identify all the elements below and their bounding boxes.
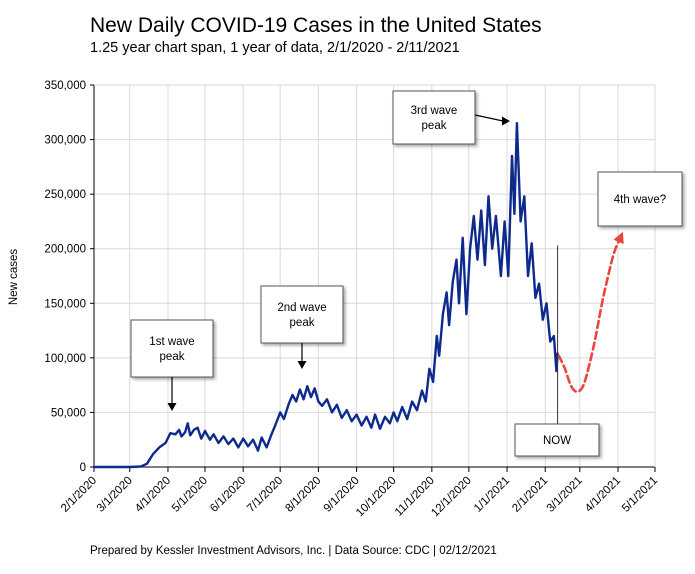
series-lines: [92, 122, 624, 469]
annotation-arrowhead: [502, 116, 510, 126]
annotation-label: 4th wave?: [614, 194, 666, 206]
x-tick-label: 2/1/2020: [59, 475, 99, 515]
projection-line: [557, 233, 623, 394]
annotation-box: [130, 319, 214, 378]
x-tick-label: 8/1/2020: [283, 475, 323, 515]
annotation-label: NOW: [543, 435, 571, 447]
y-tick-label: 200,000: [44, 244, 86, 256]
annotation-label: 3rd wave: [411, 105, 458, 117]
x-tick-label: 12/1/2020: [429, 475, 474, 520]
annotation-box: [392, 90, 476, 145]
annotation-box: [514, 423, 600, 457]
y-tick-label: 350,000: [44, 80, 86, 92]
annotation-arrow: [474, 114, 504, 122]
y-tick-label: 250,000: [44, 189, 86, 201]
y-tick-label: 50,000: [51, 407, 86, 419]
y-tick-label: 0: [80, 462, 86, 474]
annotation-box: [597, 171, 683, 227]
x-tick-label: 2/1/2021: [510, 475, 550, 515]
annotation-arrowhead: [297, 361, 307, 369]
y-tick-labels: 0 50,000 100,000 150,000 200,000 250,000 300,0…: [44, 80, 86, 474]
y-tick-label: 300,000: [44, 135, 86, 147]
x-tick-labels: 2/1/20203/1/20204/1/20205/1/20206/1/2020…: [59, 475, 660, 520]
x-tick-label: 3/1/2021: [545, 475, 585, 515]
gridlines: [93, 84, 656, 468]
axes: [90, 84, 656, 472]
footer-credit: Prepared by Kessler Investment Advisors,…: [90, 545, 497, 557]
annotation-box: [260, 285, 344, 344]
annotation-label: peak: [422, 120, 447, 132]
x-tick-label: 5/1/2020: [170, 475, 210, 515]
x-tick-label: 6/1/2020: [208, 475, 248, 515]
y-axis-label: New cases: [8, 249, 20, 305]
x-tick-label: 5/1/2021: [620, 475, 660, 515]
x-tick-label: 4/1/2021: [583, 475, 623, 515]
projection-arrowhead: [613, 231, 624, 244]
chart-title: New Daily COVID-19 Cases in the United S…: [90, 14, 542, 37]
annotation-arrowhead: [167, 403, 177, 411]
annotations: 1st wave peak 2nd wave peak 3rd wave peak 4th …: [130, 90, 683, 457]
chart-subtitle: 1.25 year chart span, 1 year of data, 2/…: [90, 40, 460, 56]
x-tick-label: 10/1/2020: [354, 475, 399, 520]
annotation-label: peak: [160, 351, 185, 363]
cases-line: [92, 122, 559, 469]
y-tick-label: 100,000: [44, 353, 86, 365]
x-tick-label: 1/1/2021: [472, 475, 512, 515]
annotation-label: 1st wave: [149, 336, 194, 348]
x-tick-label: 3/1/2020: [95, 475, 135, 515]
x-tick-label: 7/1/2020: [245, 475, 285, 515]
y-tick-label: 150,000: [44, 298, 86, 310]
annotation-label: peak: [290, 317, 315, 329]
annotation-label: 2nd wave: [277, 302, 326, 314]
x-tick-label: 4/1/2020: [133, 475, 173, 515]
